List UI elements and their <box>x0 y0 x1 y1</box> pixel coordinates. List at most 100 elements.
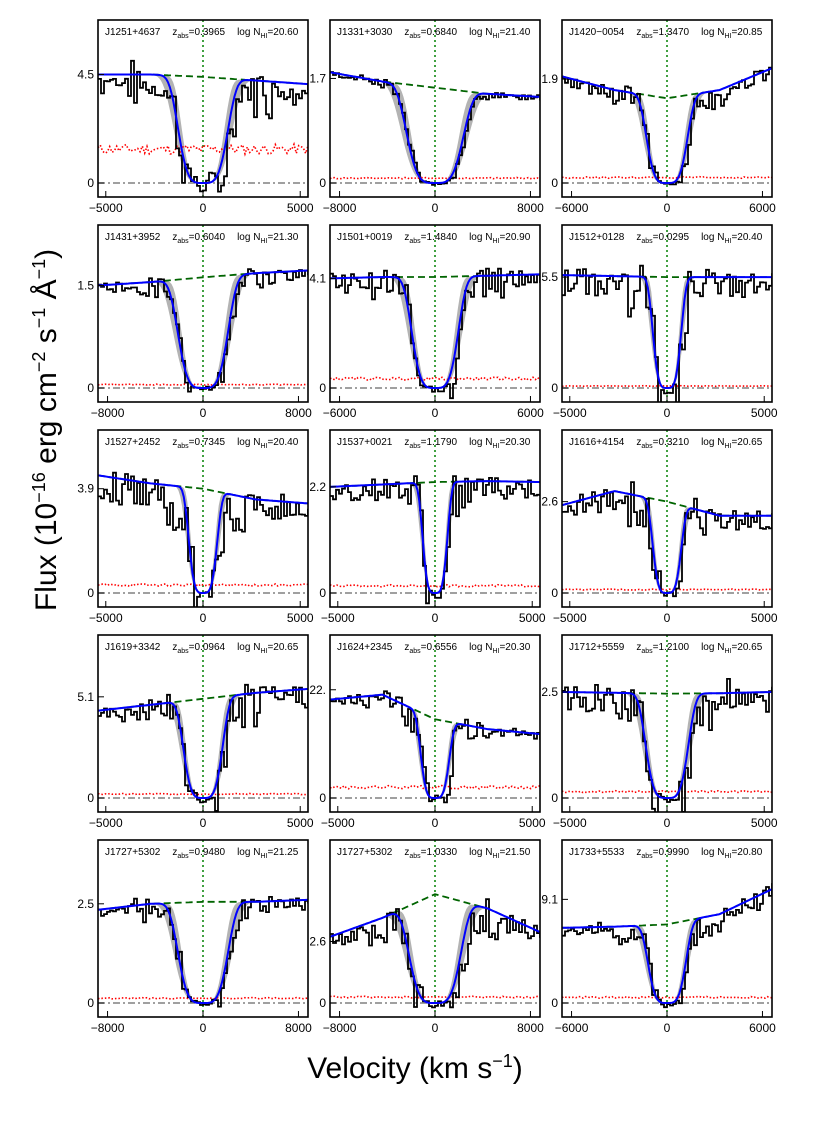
y-tick-label: 0 <box>87 791 94 805</box>
panel-plot-area <box>330 225 540 402</box>
error-spectrum <box>98 996 308 1000</box>
model-fit-curve <box>562 888 772 1004</box>
model-fit-curve <box>330 71 540 184</box>
panel-10: −5000 0 5000 0 5.1 J1619+3342 zabs=0.0964 log N… <box>77 634 314 830</box>
y-tick-label: 0 <box>551 381 558 395</box>
x-tick-label: 5000 <box>751 611 778 625</box>
observed-spectrum <box>98 59 308 193</box>
panel-plot-area <box>330 840 540 1017</box>
observed-spectrum <box>98 683 308 812</box>
model-fit-curve <box>330 693 540 799</box>
observed-spectrum <box>98 471 308 607</box>
panel-title: J1619+3342 zabs=0.0964 log NHI=20.65 <box>105 642 299 655</box>
observed-spectrum <box>330 475 540 605</box>
model-fit-curve <box>98 474 308 594</box>
y-tick-label: 4.1 <box>309 271 326 285</box>
x-tick-label: 6000 <box>749 1021 776 1035</box>
x-tick-label: −5000 <box>553 611 587 625</box>
x-tick-label: 0 <box>432 611 439 625</box>
x-tick-label: −8000 <box>91 1021 125 1035</box>
x-tick-label: 0 <box>664 406 671 420</box>
y-tick-label: 0 <box>319 791 326 805</box>
x-tick-label: 6000 <box>517 406 544 420</box>
panel-14: −8000 0 8000 0 2.6 J1727+5302 zabs=1.0330 log N… <box>309 839 544 1035</box>
x-tick-label: −8000 <box>323 201 357 215</box>
panel-15: −6000 0 6000 0 9.1 J1733+5533 zabs=0.9990 log N… <box>541 839 776 1035</box>
panel-4: −8000 0 8000 0 1.5 J1431+3952 zabs=0.6040 log N… <box>77 224 312 420</box>
model-fit-curve <box>562 490 772 594</box>
panel-7: −5000 0 5000 0 3.9 J1527+2452 zabs=0.7345 log N… <box>77 429 314 625</box>
error-spectrum <box>330 784 540 790</box>
x-tick-label: 5000 <box>519 611 546 625</box>
y-tick-label: 2.5 <box>77 897 94 911</box>
y-axis-label: Flux (10−16 erg cm−2 s−1 Å−1) <box>29 248 63 612</box>
x-tick-label: −5000 <box>553 816 587 830</box>
error-spectrum <box>562 384 772 388</box>
x-tick-label: 0 <box>200 406 207 420</box>
panel-12: −5000 0 5000 0 2.5 J1712+5559 zabs=1.2100 log N… <box>541 634 778 830</box>
continuum-curve <box>562 490 772 517</box>
x-tick-label: −6000 <box>323 406 357 420</box>
panel-title: J1431+3952 zabs=0.6040 log NHI=21.30 <box>105 232 299 245</box>
panel-5: −6000 0 6000 0 4.1 J1501+0019 zabs=1.4840 log N… <box>309 224 544 420</box>
panel-title: J1527+2452 zabs=0.7345 log NHI=20.40 <box>105 437 299 450</box>
y-tick-label: 0 <box>87 996 94 1010</box>
x-tick-label: 0 <box>432 1021 439 1035</box>
x-tick-label: 5000 <box>751 406 778 420</box>
y-tick-label: 5.1 <box>77 690 94 704</box>
observed-spectrum <box>562 481 772 598</box>
y-tick-label: 1.9 <box>541 72 558 86</box>
observed-spectrum <box>330 898 540 1009</box>
y-tick-label: 0 <box>551 996 558 1010</box>
panel-plot-area <box>562 840 772 1017</box>
y-tick-label: 1.7 <box>309 71 326 85</box>
y-tick-label: 0 <box>551 586 558 600</box>
x-axis-label: Velocity (km s−1) <box>307 1051 523 1085</box>
y-tick-label: 2.6 <box>541 495 558 509</box>
panel-title: J1512+0128 zabs=0.0295 log NHI=20.40 <box>569 232 763 245</box>
panel-plot-area <box>330 635 540 812</box>
error-spectrum <box>330 176 540 180</box>
panel-plot-area <box>330 430 540 607</box>
panel-plot-area <box>98 20 308 197</box>
panel-plot-area <box>562 430 772 607</box>
panel-2: −8000 0 8000 0 1.7 J1331+3030 zabs=0.6840 log N… <box>309 19 544 215</box>
panel-title: J1624+2345 zabs=0.6556 log NHI=20.30 <box>337 642 531 655</box>
model-fit-curve <box>562 274 772 389</box>
error-spectrum <box>98 141 308 157</box>
x-tick-label: 8000 <box>517 1021 544 1035</box>
y-tick-label: 2.6 <box>309 935 326 949</box>
panel-plot-area <box>330 20 540 197</box>
x-tick-label: 0 <box>664 816 671 830</box>
panel-8: −5000 0 5000 0 2.2 J1537+0021 zabs=1.1790 log N… <box>309 429 546 625</box>
x-tick-label: −5000 <box>89 201 123 215</box>
y-tick-label: 0 <box>87 586 94 600</box>
x-tick-label: 0 <box>200 611 207 625</box>
x-tick-label: 8000 <box>285 1021 312 1035</box>
observed-spectrum <box>330 690 540 804</box>
panel-title: J1727+5302 zabs=0.9480 log NHI=21.25 <box>105 847 299 860</box>
x-tick-label: 5000 <box>287 201 314 215</box>
observed-spectrum <box>98 896 308 1008</box>
observed-spectrum <box>330 267 540 400</box>
panel-title: J1733+5533 zabs=0.9990 log NHI=20.80 <box>569 847 763 860</box>
observed-spectrum <box>98 268 308 393</box>
panel-9: −5000 0 5000 0 2.6 J1616+4154 zabs=0.3210 log N… <box>541 429 778 625</box>
x-tick-label: −8000 <box>91 406 125 420</box>
model-fit-curve <box>98 898 308 1004</box>
y-tick-label: 0 <box>319 996 326 1010</box>
y-tick-label: 0 <box>319 381 326 395</box>
error-spectrum <box>562 588 772 591</box>
model-fit-curve <box>562 67 772 184</box>
x-tick-label: −5000 <box>89 611 123 625</box>
panel-plot-area <box>562 20 772 197</box>
x-tick-label: 0 <box>664 1021 671 1035</box>
y-tick-label: 0 <box>319 586 326 600</box>
x-tick-label: 6000 <box>749 201 776 215</box>
panel-plot-area <box>98 225 308 402</box>
model-fit-curve <box>98 269 308 389</box>
panel-plot-area <box>98 430 308 607</box>
panel-plot-area <box>98 635 308 812</box>
error-spectrum <box>330 583 540 588</box>
